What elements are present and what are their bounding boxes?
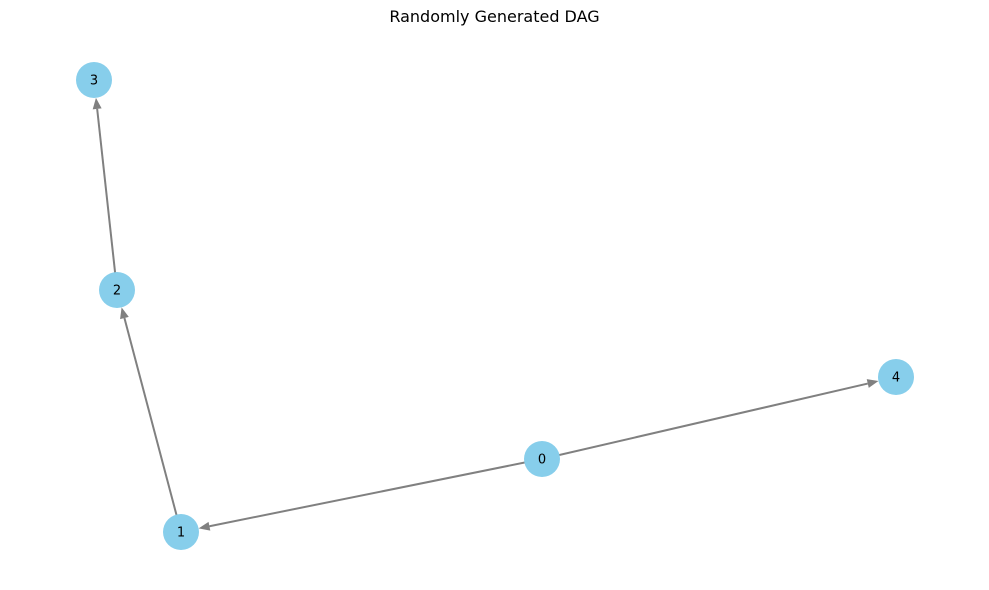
edge-0-to-1 [198, 458, 543, 531]
arrowhead [866, 379, 879, 388]
edge-line [541, 382, 868, 460]
node-circle [878, 359, 914, 395]
edge-line [209, 458, 543, 528]
edge-0-to-4 [541, 379, 879, 460]
node-label: 1 [177, 526, 185, 541]
node-circle [524, 441, 560, 477]
node-0: 0 [524, 441, 560, 477]
node-3: 3 [76, 62, 112, 98]
nodes-layer: 0 1 2 3 4 [76, 62, 914, 550]
edge-1-to-2 [120, 307, 182, 533]
node-circle [99, 272, 135, 308]
node-label: 2 [113, 284, 121, 299]
arrowhead [120, 307, 129, 320]
node-2: 2 [99, 272, 135, 308]
arrowhead [92, 97, 102, 110]
node-label: 4 [892, 371, 900, 386]
node-4: 4 [878, 359, 914, 395]
diagram-title: Randomly Generated DAG [389, 7, 600, 26]
node-circle [76, 62, 112, 98]
node-label: 3 [90, 74, 98, 89]
node-circle [163, 514, 199, 550]
edge-line [123, 317, 182, 533]
arrowhead [198, 521, 211, 531]
edge-line [96, 108, 118, 291]
node-label: 0 [538, 453, 546, 468]
node-1: 1 [163, 514, 199, 550]
edges-layer [92, 97, 879, 533]
edge-2-to-3 [92, 97, 118, 291]
